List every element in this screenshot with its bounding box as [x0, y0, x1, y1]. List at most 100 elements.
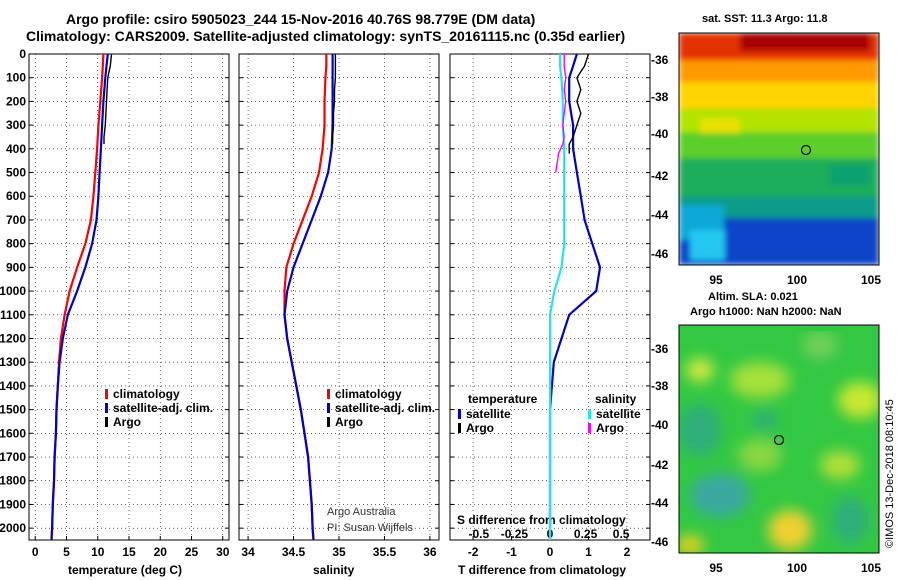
legend-swatch	[588, 423, 591, 433]
temperature-tick-label: 30	[216, 545, 230, 559]
legend-label: Argo	[335, 415, 363, 429]
sst-map-frame	[678, 32, 880, 266]
sla-ytick: -46	[651, 535, 669, 549]
depth-tick-label: 1400	[0, 379, 26, 393]
salinity-satellite-line	[548, 54, 566, 540]
legend-swatch	[327, 389, 330, 399]
sst-xtick: 95	[709, 273, 723, 287]
legend-swatch	[105, 417, 108, 427]
sla-ytick: -42	[651, 458, 669, 472]
sst-xtick: 105	[861, 273, 881, 287]
temperature-tick-label: 5	[63, 545, 70, 559]
temperature-tick-label: 10	[91, 545, 105, 559]
depth-tick-label: 1900	[0, 497, 26, 511]
sst-map	[679, 33, 879, 265]
legend-swatch	[458, 409, 461, 419]
tdiff-xlabel: T difference from climatology	[458, 563, 627, 577]
depth-tick-label: 700	[6, 213, 26, 227]
sdiff-tick-label: 0.5	[613, 527, 630, 541]
title-line-1: Argo profile: csiro 5905023_244 15-Nov-2…	[66, 11, 536, 27]
salinity-xlabel: salinity	[313, 563, 355, 577]
legend-label: satellite-adj. clim.	[113, 401, 213, 415]
temperature-panel: 0100200300400500600700800900100011001200…	[0, 47, 230, 559]
imos-stamp: ©IMOS 13-Dec-2018 08:10:45	[884, 399, 896, 548]
tdiff-tick-label: 2	[624, 545, 631, 559]
climatology-line	[283, 54, 328, 541]
sla-ytick: -38	[651, 379, 669, 393]
legend-swatch	[327, 403, 330, 413]
sla-map-title-1: Altim. SLA: 0.021	[708, 291, 798, 303]
sst-ytick: -38	[651, 90, 669, 104]
sla-map	[679, 325, 879, 553]
temperature-tick-label: 15	[122, 545, 136, 559]
sdiff-tick-label: -0.25	[501, 527, 529, 541]
legend-swatch	[327, 417, 330, 427]
sst-ytick: -40	[651, 127, 669, 141]
sla-map-frame	[678, 324, 880, 554]
sla-xtick: 105	[861, 561, 881, 575]
salinity-tick-label: 35.5	[373, 545, 397, 559]
sla-xtick: 95	[709, 561, 723, 575]
legend-label: satellite	[596, 407, 641, 421]
argo-line	[331, 54, 337, 145]
temperature-tick-label: 25	[185, 545, 199, 559]
salinity-tick-label: 35	[332, 545, 346, 559]
legend-title-temperature: temperature	[468, 392, 538, 406]
climatology-line	[50, 53, 105, 541]
tdiff-tick-label: 0	[547, 545, 554, 559]
sst-map-title: sat. SST: 11.3 Argo: 11.8	[702, 13, 828, 25]
argo-line	[103, 53, 113, 145]
depth-tick-label: 500	[6, 166, 26, 180]
legend-swatch	[588, 409, 591, 419]
temperature-tick-label: 20	[154, 545, 168, 559]
sst-ytick: -44	[651, 208, 669, 222]
depth-tick-label: 800	[6, 237, 26, 251]
depth-tick-label: 300	[6, 118, 26, 132]
satellite-adj-line	[50, 53, 109, 541]
depth-tick-label: 100	[6, 71, 26, 85]
sla-ytick: -36	[651, 342, 669, 356]
sla-ytick: -40	[651, 418, 669, 432]
title-line-2: Climatology: CARS2009. Satellite-adjuste…	[26, 28, 626, 44]
sst-ytick: -46	[651, 247, 669, 261]
sla-map-title-2: Argo h1000: NaN h2000: NaN	[690, 306, 842, 318]
sla-profile-marker	[773, 434, 785, 446]
depth-tick-label: 1700	[0, 450, 26, 464]
depth-tick-label: 600	[6, 189, 26, 203]
temperature-satellite-line	[548, 53, 602, 540]
temperature-xlabel: temperature (deg C)	[68, 563, 183, 577]
depth-tick-label: 1800	[0, 474, 26, 488]
legend-swatch	[458, 423, 461, 433]
salinity-tick-label: 34.5	[282, 545, 306, 559]
satellite-adj-line	[283, 54, 334, 541]
tdiff-tick-label: -2	[468, 545, 479, 559]
tdiff-tick-label: 1	[585, 545, 592, 559]
legend-label: satellite	[466, 407, 511, 421]
depth-tick-label: 1300	[0, 355, 26, 369]
temperature-argo-line	[568, 53, 590, 154]
legend-swatch	[105, 403, 108, 413]
salinity-tick-label: 36	[423, 545, 437, 559]
legend-label: satellite-adj. clim.	[335, 401, 435, 415]
legend-label: Argo	[113, 415, 141, 429]
depth-tick-label: 400	[6, 142, 26, 156]
depth-tick-label: 1600	[0, 426, 26, 440]
sla-xtick: 100	[787, 561, 807, 575]
sst-ytick: -42	[651, 169, 669, 183]
salinity-panel: 34 34.5 35 35.5 36 climatologysatellite-adj. …	[238, 53, 440, 559]
depth-tick-label: 1500	[0, 403, 26, 417]
sst-ytick: -36	[651, 53, 669, 67]
sdiff-tick-label: 0.25	[574, 527, 598, 541]
depth-tick-label: 0	[19, 47, 26, 61]
tdiff-tick-label: -1	[506, 545, 517, 559]
salinity-tick-label: 34	[241, 545, 255, 559]
sdiff-tick-label: -0.5	[469, 527, 490, 541]
legend-label: Argo	[466, 421, 494, 435]
depth-tick-label: 2000	[0, 521, 26, 535]
depth-tick-label: 200	[6, 94, 26, 108]
legend-swatch	[105, 389, 108, 399]
sla-ytick: -44	[651, 496, 669, 510]
legend-title-salinity: salinity	[595, 392, 637, 406]
